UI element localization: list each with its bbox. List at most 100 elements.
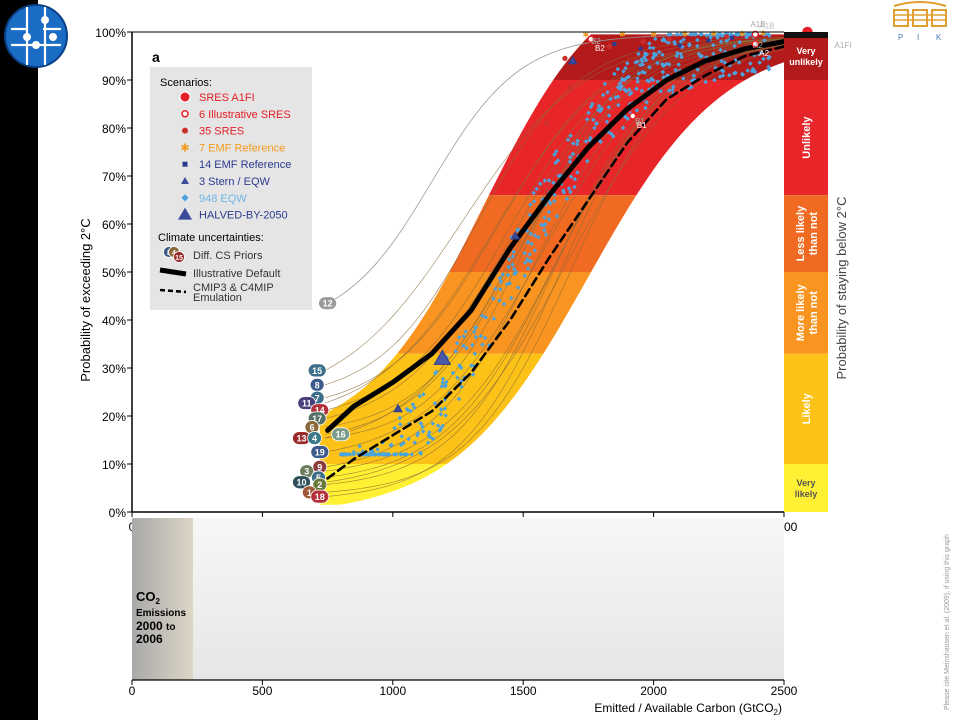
prior-curve: [324, 49, 785, 483]
svg-text:4: 4: [312, 434, 317, 444]
svg-text:10: 10: [297, 478, 307, 488]
bottom-x-tick-label: 2500: [771, 684, 798, 698]
svg-text:1: 1: [307, 488, 312, 498]
eqw-point: [375, 447, 380, 452]
legend-item: 6 Illustrative SRES: [181, 109, 291, 121]
eqw-point: [440, 423, 445, 429]
emf-reference-point: ✱: [582, 30, 589, 39]
svg-text:14: 14: [315, 406, 325, 416]
prior-badge-2: 2: [312, 477, 328, 492]
y-tick-label: 10%: [102, 458, 126, 472]
eqw-point: [442, 406, 448, 411]
legend-item-label: SRES A1FI: [199, 92, 255, 104]
legend-item-label: 7 EMF Reference: [199, 142, 285, 154]
legend-item-label: 948 EQW: [199, 193, 247, 205]
y-tick-label: 20%: [102, 410, 126, 424]
likelihood-band-1: [784, 80, 828, 196]
emf-reference-14-point: [638, 46, 643, 51]
eqw-point: [439, 383, 445, 389]
eqw-point: [397, 422, 403, 427]
eqw-point: [351, 452, 356, 457]
sres-marker-b1: B1: [628, 112, 647, 130]
eqw-point: [480, 342, 485, 347]
eqw-point: [357, 444, 362, 449]
prior-curve: [324, 45, 785, 472]
eqw-point: [483, 315, 489, 320]
svg-text:15: 15: [175, 255, 183, 262]
y-tick-label: 60%: [102, 218, 126, 232]
eqw-point: [437, 428, 442, 434]
eqw-point: [506, 257, 512, 262]
svg-text:13: 13: [297, 434, 307, 444]
eqw-point: [470, 342, 475, 348]
eqw-point: [501, 301, 507, 307]
legend-uncertainty-title: Climate uncertainties:: [158, 232, 264, 244]
eqw-point: [406, 436, 411, 442]
svg-text:7: 7: [315, 393, 320, 403]
y-tick-label: 30%: [102, 362, 126, 376]
eqw-point: [347, 452, 353, 457]
emf-reference-14-point: [612, 42, 617, 46]
bottom-x-tick-label: 0: [129, 684, 136, 698]
prior-curve: [324, 39, 785, 419]
emf-reference-point: ✱: [650, 30, 657, 39]
svg-text:B1: B1: [637, 121, 647, 130]
eqw-point: [461, 343, 466, 349]
eqw-point: [366, 452, 372, 457]
svg-text:A1B: A1B: [759, 21, 774, 30]
scenario-label-b1: B1: [635, 117, 645, 126]
svg-text:I: I: [917, 33, 919, 42]
eqw-point: [388, 443, 393, 448]
eqw-point: [420, 424, 425, 430]
prior-labels: 15871114176134161993510211812: [292, 296, 351, 504]
legend-item: 3 Stern / EQW: [181, 176, 271, 188]
emitted-2000-2006-block: [132, 518, 193, 680]
emf-reference-14-point: [729, 35, 734, 40]
eqw-point: [463, 329, 468, 334]
sres-point: [640, 39, 646, 45]
stern-eqw-point: [567, 55, 578, 65]
emf-reference-point: ✱: [710, 29, 717, 38]
likelihood-label-3: More likelythan not: [795, 283, 820, 341]
y-ticks: 0% 10% 20% 30% 40% 50% 60% 70% 80% 90% 100%: [95, 26, 132, 520]
eqw-point: [391, 452, 397, 457]
sres-point: [724, 34, 730, 40]
eqw-point: [510, 262, 515, 267]
legend-item-label: 35 SRES: [199, 126, 244, 138]
eqw-point: [472, 351, 478, 356]
eqw-point: [410, 402, 416, 407]
eqw-point: [412, 405, 417, 410]
eqw-point: [417, 394, 423, 399]
legend-item: SRES A1FI: [179, 91, 255, 104]
svg-text:15: 15: [312, 366, 322, 376]
likelihood-column: Very unlikely Unlikely Less likelythan not M…: [784, 32, 828, 512]
eqw-point: [454, 340, 460, 346]
legend-unc-label: CMIP3 & C4MIP Emulation: [193, 282, 274, 304]
eqw-point: [415, 430, 421, 436]
bottom-x-axis-title: Emitted / Available Carbon (GtCO2): [594, 701, 782, 717]
eqw-point: [507, 281, 512, 286]
eqw-point: [491, 296, 496, 301]
eqw-point: [443, 413, 448, 418]
eqw-point: [522, 273, 527, 279]
emf-reference-point: ✱: [619, 30, 626, 39]
eqw-point: [511, 266, 517, 272]
co2-label: CO2: [136, 589, 161, 606]
y-tick-label: 50%: [102, 266, 126, 280]
emf-reference-14-point: [677, 43, 682, 48]
legend-item-label: HALVED-BY-2050: [199, 210, 288, 222]
eqw-point: [522, 260, 528, 265]
eqw-point: [505, 272, 511, 278]
end-year-label: 2006: [136, 632, 163, 646]
sres-marker-a1b: A1B: [751, 21, 774, 39]
y-tick-label: 100%: [95, 26, 126, 40]
eqw-point: [450, 370, 456, 376]
emf-reference-point: ✱: [739, 29, 746, 38]
emf-reference-14-point: [706, 38, 711, 43]
eqw-point: [498, 287, 503, 292]
eqw-point: [392, 425, 397, 431]
svg-text:18: 18: [315, 492, 325, 502]
eqw-point: [344, 452, 350, 457]
legend-unc-label: Diff. CS Priors: [193, 250, 263, 262]
